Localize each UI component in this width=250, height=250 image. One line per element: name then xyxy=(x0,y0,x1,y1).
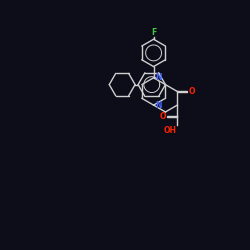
Text: OH: OH xyxy=(163,126,176,136)
Text: O: O xyxy=(159,112,166,121)
Text: N: N xyxy=(155,73,162,82)
Text: N: N xyxy=(155,100,162,110)
Text: O: O xyxy=(189,87,195,96)
Text: F: F xyxy=(151,28,156,37)
